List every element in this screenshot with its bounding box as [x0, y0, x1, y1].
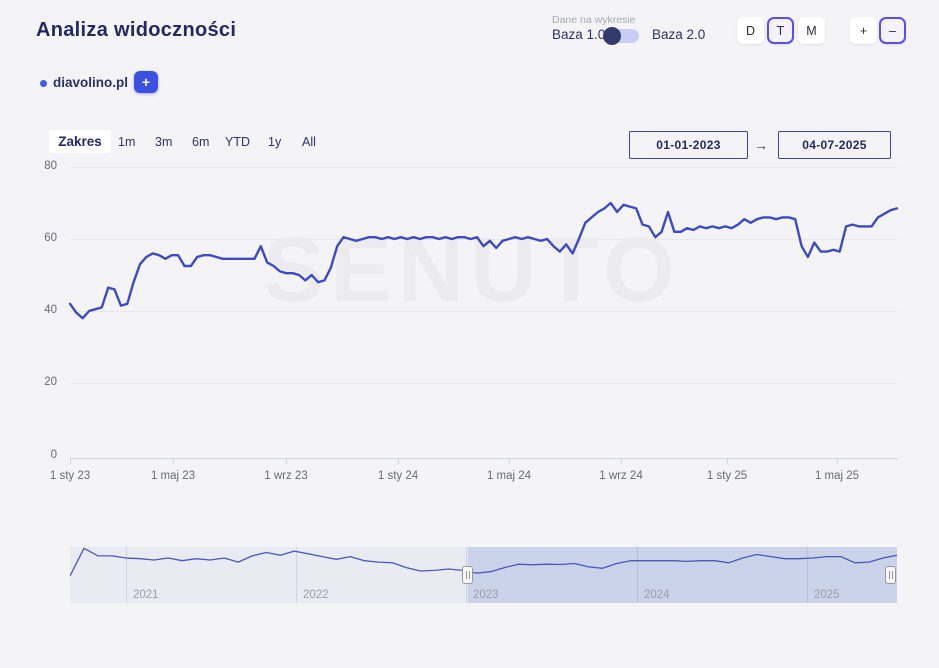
baza-1-label: Baza 1.0 — [552, 27, 606, 42]
navigator-year-label: 2023 — [473, 589, 499, 601]
x-tickmark — [727, 458, 728, 464]
x-tick-label: 1 sty 25 — [706, 470, 748, 482]
preset-1y[interactable]: 1y — [268, 135, 282, 149]
gridline-80 — [70, 167, 897, 168]
x-tickmark — [837, 458, 838, 464]
x-tickmark — [173, 458, 174, 464]
granularity-week-button[interactable]: T — [767, 17, 794, 44]
preset-1m[interactable]: 1m — [118, 135, 136, 149]
baza-toggle[interactable] — [603, 27, 639, 45]
page-title: Analiza widoczności — [36, 19, 237, 41]
brand-watermark: SENUTO — [263, 219, 681, 321]
x-tick-label: 1 maj 24 — [486, 470, 532, 482]
preset-3m[interactable]: 3m — [155, 135, 173, 149]
chart-data-caption: Dane na wykresie — [552, 14, 636, 26]
navigator-unselected-area[interactable] — [70, 547, 468, 603]
series-color-dot — [40, 80, 47, 87]
navigator-year-gridline — [126, 547, 127, 603]
x-tickmark — [286, 458, 287, 464]
x-tick-label: 1 maj 25 — [814, 470, 860, 482]
preset-all[interactable]: All — [302, 135, 316, 149]
x-tick-label: 1 wrz 24 — [599, 470, 643, 482]
zoom-in-button[interactable]: + — [850, 17, 877, 44]
x-tick-label: 1 maj 23 — [150, 470, 196, 482]
toggle-knob — [603, 27, 621, 45]
x-tickmark — [509, 458, 510, 464]
y-tick-60: 60 — [44, 232, 57, 244]
range-label: Zakres — [49, 130, 111, 153]
x-tick-label: 1 sty 23 — [49, 470, 91, 482]
granularity-day-button[interactable]: D — [737, 17, 764, 44]
navigator-year-label: 2021 — [133, 589, 159, 601]
gridline-20 — [70, 383, 897, 384]
preset-6m[interactable]: 6m — [192, 135, 210, 149]
navigator-year-label: 2025 — [814, 589, 840, 601]
baza-2-label: Baza 2.0 — [652, 27, 706, 42]
navigator-year-label: 2022 — [303, 589, 329, 601]
x-tick-label: 1 sty 24 — [377, 470, 419, 482]
x-tickmark — [398, 458, 399, 464]
date-from-input[interactable]: 01-01-2023 — [629, 131, 748, 159]
y-tick-20: 20 — [44, 376, 57, 388]
date-to-input[interactable]: 04-07-2025 — [778, 131, 891, 159]
x-axis-line — [70, 458, 898, 459]
navigator-year-gridline — [637, 547, 638, 603]
date-range-arrow-icon: → — [754, 137, 768, 153]
x-tickmark — [621, 458, 622, 464]
y-tick-40: 40 — [44, 304, 57, 316]
zoom-out-button[interactable]: – — [879, 17, 906, 44]
chart-navigator[interactable]: 2021 2022 2023 2024 2025 — [70, 547, 897, 603]
x-tick-label: 1 wrz 23 — [264, 470, 308, 482]
navigator-year-gridline — [807, 547, 808, 603]
series-legend-label[interactable]: diavolino.pl — [53, 75, 129, 90]
granularity-month-button[interactable]: M — [798, 17, 825, 44]
preset-ytd[interactable]: YTD — [225, 135, 250, 149]
navigator-line-chart — [70, 547, 897, 577]
y-tick-80: 80 — [44, 160, 57, 172]
navigator-year-label: 2024 — [644, 589, 670, 601]
navigator-year-gridline — [296, 547, 297, 603]
add-domain-button[interactable]: + — [134, 71, 158, 93]
navigator-series-line — [70, 547, 897, 577]
navigator-left-handle[interactable] — [462, 566, 473, 584]
navigator-right-handle[interactable] — [885, 566, 896, 584]
x-tickmark — [70, 458, 71, 464]
y-tick-0: 0 — [50, 449, 57, 461]
